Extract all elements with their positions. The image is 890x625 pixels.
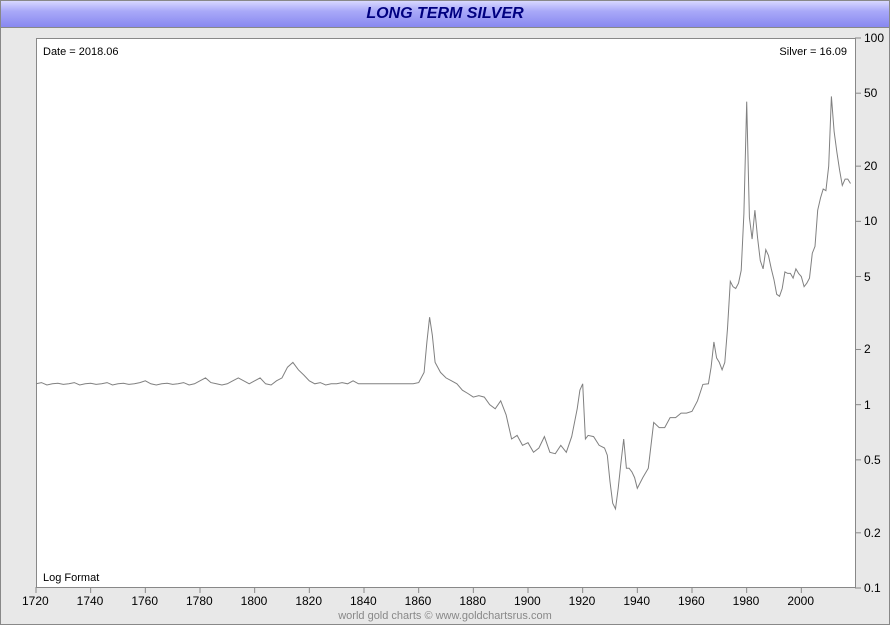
x-tick-label: 1920 (569, 594, 596, 608)
x-tick-label: 1860 (405, 594, 432, 608)
y-tick-label: 5 (864, 270, 871, 284)
x-tick-label: 1780 (186, 594, 213, 608)
y-tick-label: 0.5 (864, 453, 881, 467)
x-tick-label: 2000 (787, 594, 814, 608)
chart-area: Date = 2018.06 Silver = 16.09 Log Format… (1, 28, 889, 624)
x-tick-label: 1840 (350, 594, 377, 608)
x-tick-label: 1740 (77, 594, 104, 608)
series-label: Silver = 16.09 (779, 46, 847, 58)
x-tick-label: 1980 (733, 594, 760, 608)
x-tick-label: 1820 (295, 594, 322, 608)
chart-title: LONG TERM SILVER (1, 1, 889, 28)
chart-frame: LONG TERM SILVER Date = 2018.06 Silver =… (0, 0, 890, 625)
y-tick-label: 0.1 (864, 581, 881, 595)
credit-text: world gold charts © www.goldchartsrus.co… (1, 610, 889, 622)
price-line (36, 96, 851, 509)
date-label: Date = 2018.06 (43, 46, 119, 58)
series-label-prefix: Silver = (779, 46, 819, 58)
format-note: Log Format (43, 572, 99, 584)
x-tick-label: 1720 (22, 594, 49, 608)
date-label-prefix: Date = (43, 46, 79, 58)
x-tick-label: 1900 (514, 594, 541, 608)
y-tick-label: 100 (864, 31, 884, 45)
series-value: 16.09 (819, 46, 847, 58)
x-tick-label: 1960 (678, 594, 705, 608)
y-tick-label: 20 (864, 159, 877, 173)
x-tick-label: 1760 (131, 594, 158, 608)
plot-svg (36, 38, 856, 588)
y-tick-label: 50 (864, 86, 877, 100)
y-tick-label: 1 (864, 398, 871, 412)
date-value: 2018.06 (79, 46, 119, 58)
x-tick-label: 1800 (241, 594, 268, 608)
x-tick-label: 1880 (459, 594, 486, 608)
x-tick-label: 1940 (623, 594, 650, 608)
y-tick-label: 10 (864, 214, 877, 228)
y-tick-label: 0.2 (864, 526, 881, 540)
y-tick-label: 2 (864, 342, 871, 356)
